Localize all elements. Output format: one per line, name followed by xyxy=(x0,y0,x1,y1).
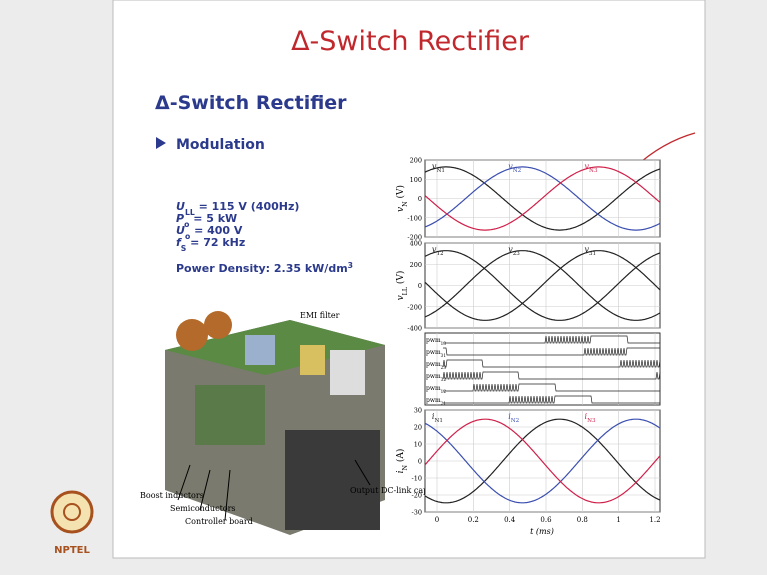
slide-title: Δ-Switch Rectifier xyxy=(291,26,530,57)
text-part: pwm xyxy=(426,385,441,392)
x-tick-label: 1 xyxy=(616,516,620,524)
y-tick-label: -10 xyxy=(412,475,422,483)
y-tick-label: -30 xyxy=(412,509,422,517)
y-tick-label: 0 xyxy=(418,195,422,203)
bullet-text: Modulation xyxy=(176,137,265,153)
y-tick-label: 30 xyxy=(414,407,422,415)
y-tick-label: 0 xyxy=(418,458,422,466)
x-tick-label: 0.2 xyxy=(468,516,479,524)
logo-emblem xyxy=(52,492,92,532)
text-part: pwm xyxy=(426,349,441,356)
subscript: N1 xyxy=(434,418,442,424)
text-part: (V) xyxy=(395,271,406,287)
slide-view: Δ-Switch Rectifier Δ-Switch Rectifier Mo… xyxy=(0,0,767,575)
text-part: pwm xyxy=(426,373,441,380)
superscript: 3 xyxy=(348,261,353,270)
photo xyxy=(165,311,385,535)
subscript: N3 xyxy=(589,168,598,174)
y-tick-label: 10 xyxy=(414,441,422,449)
subscript: 31 xyxy=(441,353,447,358)
y-tick-label: -100 xyxy=(407,214,422,222)
x-tick-label: 1.2 xyxy=(649,516,660,524)
x-tick-label: 0.4 xyxy=(504,516,516,524)
text-part: Power Density: 2.35 kW/dm xyxy=(176,262,348,275)
photo-label: Controller board xyxy=(185,517,253,526)
x-tick-label: 0 xyxy=(435,516,439,524)
subscript: N2 xyxy=(513,168,522,174)
plot-frame xyxy=(425,333,660,405)
rich-text: Power Density: 2.35 kW/dm3 xyxy=(176,261,353,276)
y-tick-label: -400 xyxy=(407,325,422,333)
x-tick-label: 0.8 xyxy=(577,516,588,524)
subscript: 23 xyxy=(513,251,521,257)
y-tick-label: 200 xyxy=(410,261,422,269)
subscript: N1 xyxy=(436,168,444,174)
photo-label: Semiconductors xyxy=(170,504,236,513)
y-tick-label: -20 xyxy=(412,492,422,500)
subscript: 12 xyxy=(436,251,444,257)
y-tick-label: -200 xyxy=(407,303,422,311)
text-part: pwm xyxy=(426,361,441,368)
photo-label: EMI filter xyxy=(300,311,340,320)
text-part: (V) xyxy=(395,185,406,201)
page: Δ-Switch Rectifier Δ-Switch Rectifier Mo… xyxy=(0,0,767,575)
subscript: N2 xyxy=(511,418,520,424)
subscript: N3 xyxy=(587,418,596,424)
photo-label: Boost inductors xyxy=(140,491,204,500)
y-tick-label: 100 xyxy=(410,176,422,184)
text-part: (A) xyxy=(395,449,406,465)
heading: Δ-Switch Rectifier xyxy=(155,92,347,114)
subscript: 31 xyxy=(589,251,596,257)
text-part: pwm xyxy=(426,337,441,344)
y-tick-label: 20 xyxy=(414,424,422,432)
y-tick-label: 400 xyxy=(410,240,422,248)
text-part: = 72 kHz xyxy=(186,236,245,249)
logo-text: NPTEL xyxy=(54,545,90,556)
x-axis-label: t (ms) xyxy=(530,527,554,536)
y-tick-label: 200 xyxy=(410,157,422,165)
x-tick-label: 0.6 xyxy=(540,516,552,524)
y-tick-label: 0 xyxy=(418,282,422,290)
text-part: pwm xyxy=(426,397,441,404)
